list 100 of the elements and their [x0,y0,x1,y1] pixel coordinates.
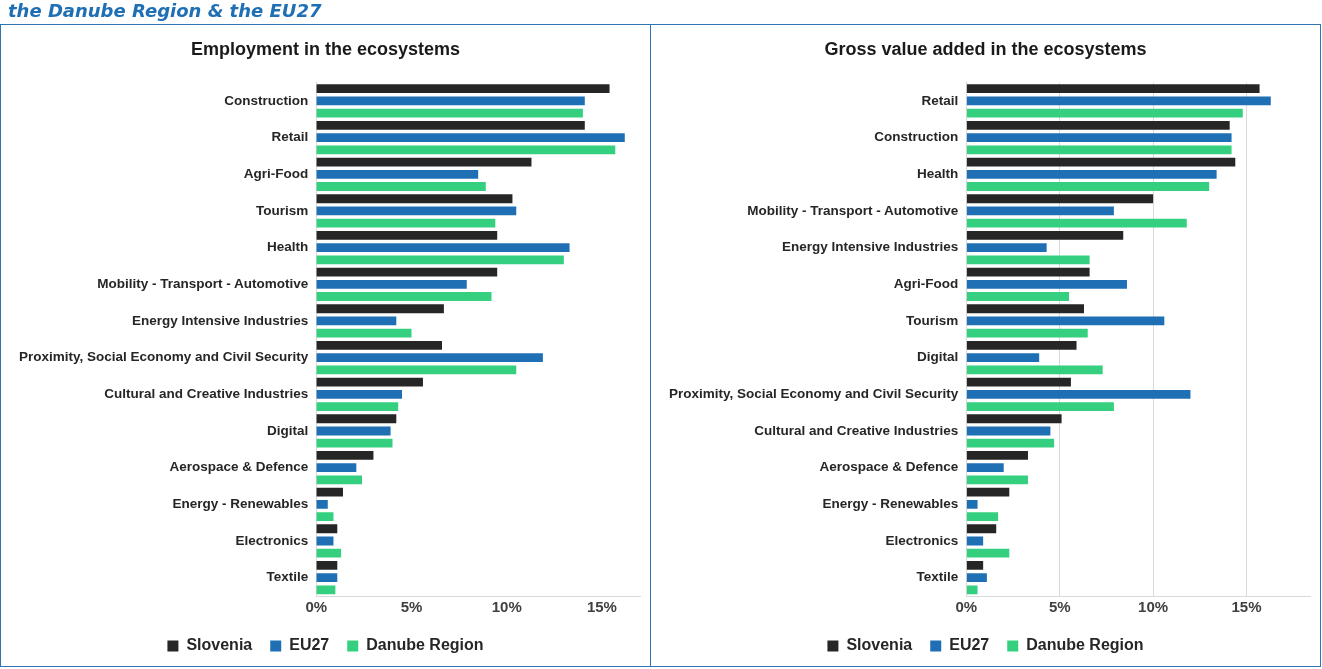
bar [966,120,1230,130]
y-tick-label: Energy - Renewables [172,496,309,512]
y-tick-label: Retail [921,92,959,108]
bar [316,279,467,289]
y-tick-label: Cultural and Creative Industries [104,386,309,402]
bar [316,157,532,167]
y-tick-label: Textile [266,569,309,585]
bar [316,328,412,338]
bar [966,512,999,521]
y-tick-label: Mobility - Transport - Automotive [97,276,309,292]
bar [316,243,570,253]
x-tick-label: 5% [1048,598,1071,616]
y-tick-label: Energy Intensive Industries [782,239,959,255]
bar [316,561,338,570]
y-tick-label: Tourism [906,312,959,328]
bar [316,120,585,130]
bar [966,475,1028,485]
bar [316,255,564,265]
bar [316,512,334,521]
y-tick-label: Agri-Food [893,276,959,292]
bar [316,463,357,473]
bar [966,218,1187,228]
bar [316,377,423,387]
bar [966,84,1260,94]
y-tick-label: Proximity, Social Economy and Civil Security [669,386,959,402]
y-tick-label: Energy Intensive Industries [132,312,309,328]
bar [966,255,1090,265]
y-tick-label: Electronics [235,532,309,548]
bar [966,573,987,583]
bar [316,438,393,448]
bar [316,341,442,350]
bar [966,487,1010,497]
legend-label: EU27 [949,636,990,654]
bar [316,133,625,143]
bar [966,426,1051,436]
bar [316,96,585,106]
legend-label: Danube Region [1026,636,1144,654]
bar [966,561,984,570]
bar [316,304,444,314]
y-tick-label: Construction [224,92,309,108]
y-tick-label: Digital [267,422,309,438]
y-tick-label: Proximity, Social Economy and Civil Security [19,349,309,365]
bar [316,108,583,118]
bar [316,402,399,411]
legend-label: EU27 [289,636,330,654]
y-tick-label: Cultural and Creative Industries [754,422,959,438]
legend-label: Slovenia [186,636,253,654]
bar [966,96,1271,106]
bar [966,463,1004,473]
bar [966,206,1114,216]
bar [316,451,374,460]
bar [966,316,1165,326]
bar [316,573,338,583]
bar [966,365,1103,375]
bar [966,377,1071,387]
y-tick-label: Aerospace & Defence [169,459,309,475]
bar [966,341,1077,350]
bar [316,292,492,301]
bar [316,524,338,534]
bar [966,157,1236,167]
y-tick-label: Retail [271,129,309,145]
bar [966,389,1191,399]
bar [966,438,1055,448]
bar [316,365,517,375]
y-tick-label: Energy - Renewables [822,496,959,512]
bar [316,499,328,509]
y-tick-label: Construction [874,129,959,145]
bar [966,145,1232,155]
chart-title: Employment in the ecosystems [190,38,461,59]
y-tick-label: Agri-Food [243,166,309,181]
bar [316,585,336,595]
bar [966,328,1088,338]
bar [966,585,978,595]
bar [966,524,997,534]
x-tick-label: 5% [400,598,423,616]
bar [316,475,363,485]
bar [966,499,978,509]
x-tick-label: 10% [491,598,522,616]
bar [966,231,1124,240]
bar [966,353,1040,363]
y-tick-label: Health [917,166,959,181]
bar [316,267,498,277]
y-tick-label: Health [267,239,309,255]
bar [966,292,1070,301]
x-tick-label: 15% [1231,598,1262,616]
bar [316,169,479,179]
bar [316,548,342,558]
bar [966,414,1062,424]
y-tick-label: Digital [917,349,959,365]
bar [966,267,1090,277]
legend-label: Danube Region [366,636,484,654]
bar [316,316,397,326]
x-tick-label: 15% [586,598,617,616]
bar [966,279,1127,289]
x-tick-label: 0% [305,598,328,616]
legend-label: Slovenia [846,636,913,654]
x-tick-label: 10% [1138,598,1169,616]
y-tick-label: Tourism [256,202,309,218]
bar [316,353,543,363]
bar [966,169,1217,179]
